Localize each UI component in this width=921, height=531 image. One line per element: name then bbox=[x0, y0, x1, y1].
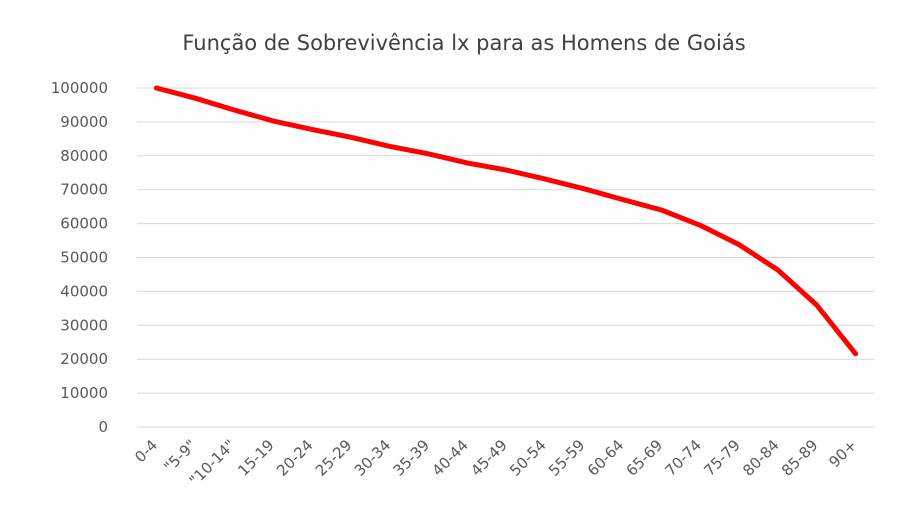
y-tick-label: 60000 bbox=[60, 215, 108, 233]
y-tick-label: 30000 bbox=[60, 316, 108, 334]
y-tick-label: 80000 bbox=[60, 147, 108, 165]
y-tick-label: 40000 bbox=[60, 282, 108, 300]
x-tick-label: 75-79 bbox=[700, 436, 744, 480]
x-tick-label: 15-19 bbox=[234, 436, 278, 480]
y-axis-tick-labels: 0 10000 20000 30000 40000 50000 60000 70000 8000… bbox=[51, 79, 108, 436]
x-tick-label: 0-4 bbox=[131, 436, 161, 466]
y-tick-label: 0 bbox=[98, 418, 108, 436]
x-tick-label: 85-89 bbox=[778, 436, 822, 480]
x-tick-label: 40-44 bbox=[428, 436, 472, 480]
series-lines bbox=[153, 85, 859, 357]
x-tick-label: 50-54 bbox=[506, 436, 550, 480]
chart-title: Função de Sobrevivência lx para as Homen… bbox=[182, 31, 745, 55]
x-tick-label: 55-59 bbox=[545, 436, 589, 480]
x-tick-label: 60-64 bbox=[584, 436, 628, 480]
series-line-0 bbox=[153, 85, 859, 357]
y-tick-label: 100000 bbox=[51, 79, 108, 97]
y-tick-label: 10000 bbox=[60, 384, 108, 402]
x-tick-label: 20-24 bbox=[273, 436, 317, 480]
x-tick-label: 35-39 bbox=[390, 436, 434, 480]
gridlines bbox=[137, 87, 875, 428]
x-axis-tick-labels: 0-4 "5-9""10-14"15-1920-2425-2930-3435-39… bbox=[131, 436, 860, 489]
x-tick-label: 65-69 bbox=[623, 436, 667, 480]
x-tick-label: 90+ bbox=[825, 436, 860, 471]
y-tick-label: 20000 bbox=[60, 350, 108, 368]
y-tick-label: 50000 bbox=[60, 249, 108, 267]
x-tick-label: 25-29 bbox=[312, 436, 356, 480]
y-tick-label: 90000 bbox=[60, 113, 108, 131]
x-tick-label: 70-74 bbox=[661, 436, 705, 480]
x-tick-label: 30-34 bbox=[351, 436, 395, 480]
x-tick-label: 45-49 bbox=[467, 436, 511, 480]
y-tick-label: 70000 bbox=[60, 181, 108, 199]
x-tick-label: 80-84 bbox=[739, 436, 783, 480]
